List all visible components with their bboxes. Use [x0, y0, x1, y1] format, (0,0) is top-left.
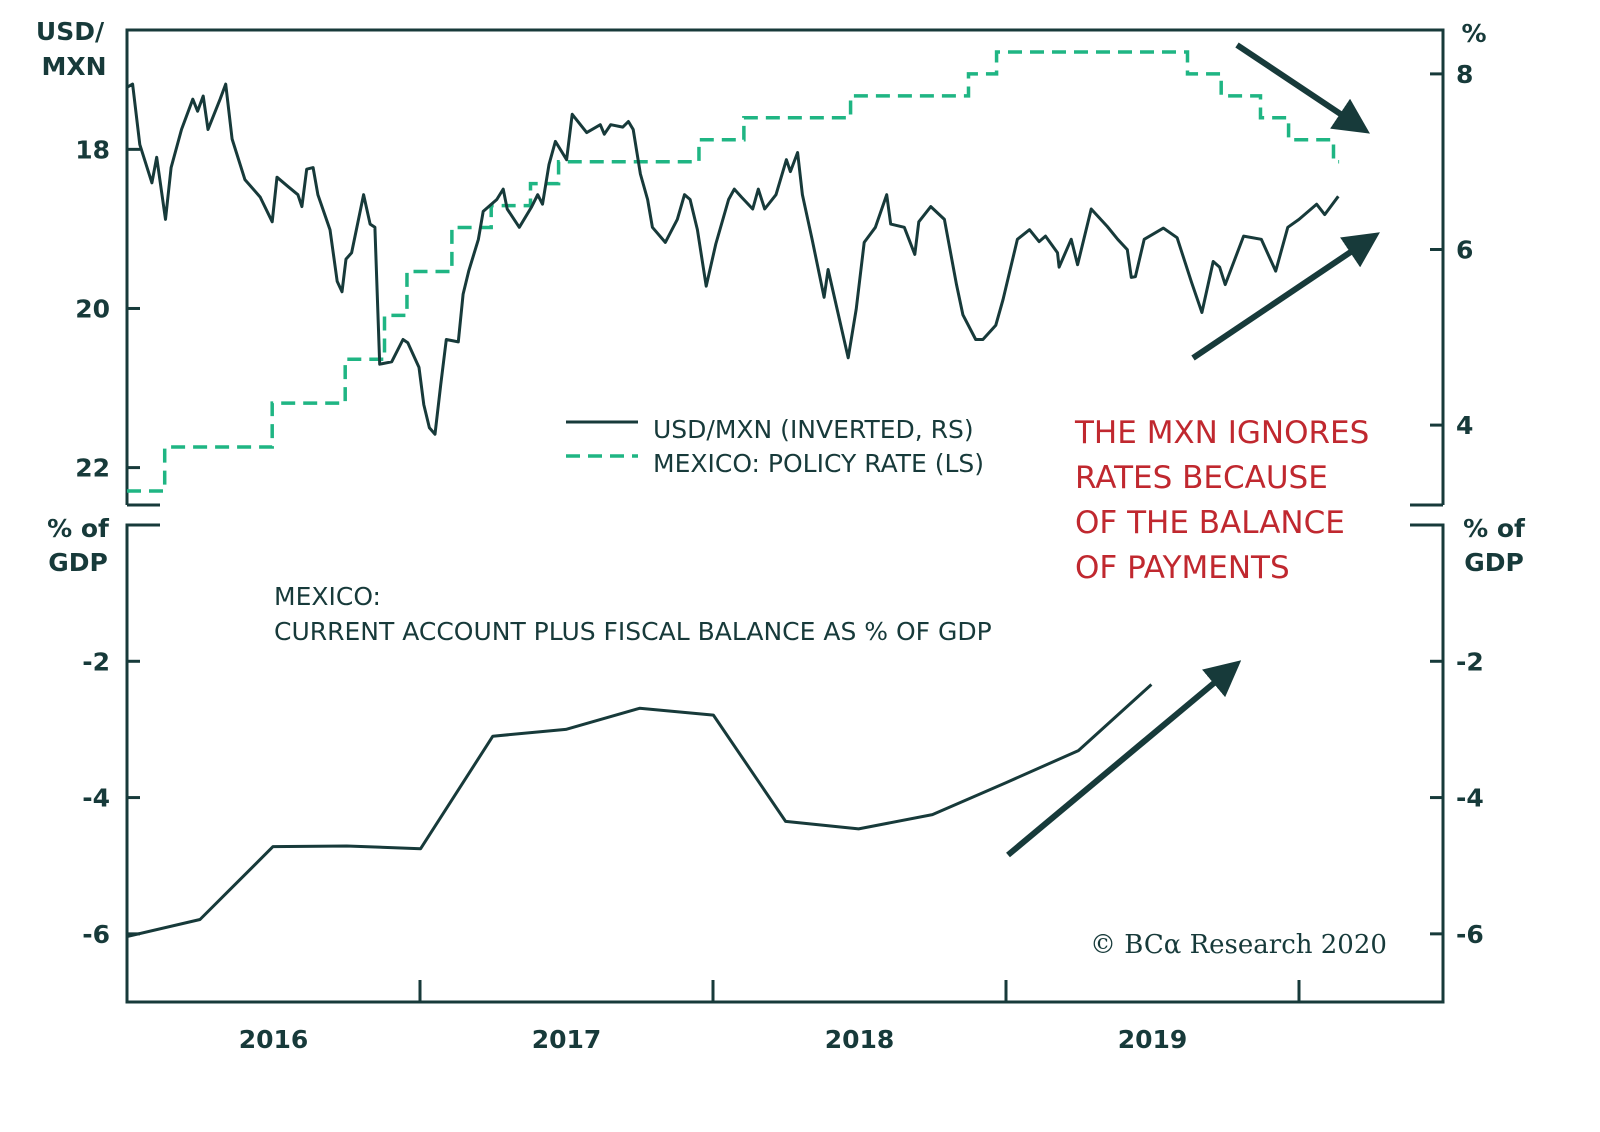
arrow-up-right-icon — [1006, 660, 1242, 858]
bottom-right-axis: -2 -4 -6 — [1430, 647, 1484, 949]
y-tick-label: 20 — [75, 294, 110, 323]
annotation-line: RATES BECAUSE — [1075, 460, 1328, 496]
annotation-line: THE MXN IGNORES — [1074, 415, 1369, 451]
copyright: © BCα Research 2020 — [1090, 930, 1387, 960]
y-tick-label: -6 — [1456, 920, 1484, 949]
bottom-left-axis-title-line1: % of — [47, 514, 110, 543]
annotation-line: OF THE BALANCE — [1075, 505, 1345, 541]
y-tick-label: 4 — [1456, 411, 1473, 440]
bottom-left-axis: -2 -4 -6 — [82, 647, 140, 949]
x-tick-label: 2018 — [825, 1025, 895, 1054]
y-tick-label: -2 — [82, 647, 110, 676]
series-usd-mxn — [126, 82, 1340, 436]
y-tick-label: -6 — [82, 920, 110, 949]
x-tick-label: 2017 — [532, 1025, 602, 1054]
top-panel-frame — [125, 28, 1445, 507]
bottom-right-axis-title-line2: GDP — [1464, 548, 1524, 577]
x-axis: 2016 2017 2018 2019 — [239, 980, 1301, 1054]
series-layer — [126, 50, 1340, 939]
trend-arrows — [1006, 42, 1380, 858]
left-axis-title-line2: MXN — [41, 52, 106, 81]
bottom-panel-title-line2: CURRENT ACCOUNT PLUS FISCAL BALANCE AS %… — [274, 617, 992, 646]
y-tick-label: -2 — [1456, 647, 1484, 676]
x-tick-label: 2016 — [239, 1025, 309, 1054]
y-tick-label: -4 — [82, 784, 110, 813]
annotation: THE MXN IGNORES RATES BECAUSE OF THE BAL… — [1074, 415, 1369, 586]
annotation-line: OF PAYMENTS — [1075, 550, 1290, 586]
bottom-panel-title-line1: MEXICO: — [274, 582, 381, 611]
legend: USD/MXN (INVERTED, RS) MEXICO: POLICY RA… — [566, 415, 984, 478]
left-axis-title-line1: USD/ — [36, 17, 105, 46]
y-tick-label: 8 — [1456, 60, 1473, 89]
top-left-axis: 18 20 22 — [75, 135, 140, 483]
x-tick-label: 2019 — [1118, 1025, 1188, 1054]
y-tick-label: 18 — [75, 135, 110, 164]
y-tick-label: -4 — [1456, 784, 1484, 813]
bottom-left-axis-title-line2: GDP — [48, 548, 108, 577]
bottom-panel-frame — [125, 523, 1445, 1004]
series-policy-rate — [127, 50, 1340, 493]
arrow-up-right-icon — [1191, 232, 1380, 361]
series-current-account-fiscal-balance — [126, 683, 1153, 939]
y-tick-label: 6 — [1456, 236, 1473, 265]
bottom-right-axis-title-line1: % of — [1463, 514, 1526, 543]
right-axis-title: % — [1461, 19, 1486, 48]
y-tick-label: 22 — [75, 454, 110, 483]
legend-label-policy-rate: MEXICO: POLICY RATE (LS) — [653, 449, 984, 478]
arrow-down-right-icon — [1235, 42, 1370, 134]
panel-frames — [125, 28, 1445, 1004]
top-right-axis: 8 6 4 — [1430, 60, 1473, 440]
legend-label-usdmxn: USD/MXN (INVERTED, RS) — [653, 415, 974, 444]
